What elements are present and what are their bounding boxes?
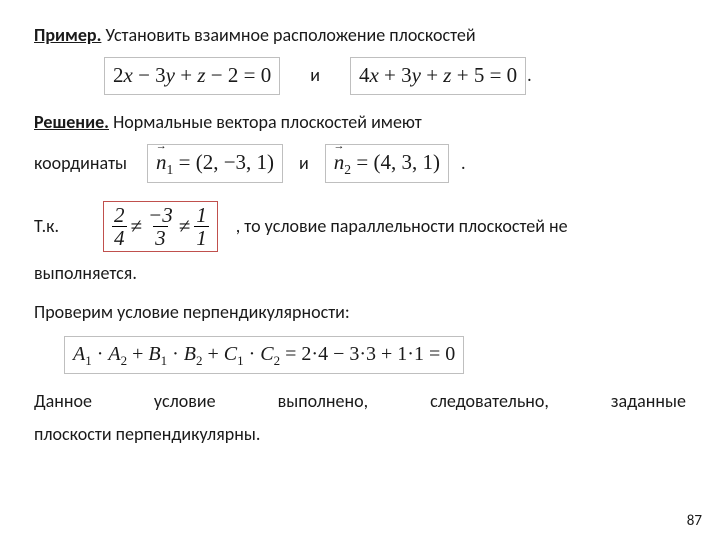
conj-i-1: и (310, 62, 320, 89)
w5: заданные (611, 388, 686, 415)
tk-label: Т.к. (34, 213, 59, 240)
check-perp-label: Проверим условие перпендикулярности: (34, 299, 686, 326)
example-prefix: Пример. (34, 24, 101, 46)
conclusion-row-2: плоскости перпендикулярны. (34, 421, 686, 448)
example-heading: Пример. Установить взаимное расположение… (34, 22, 686, 49)
solution-prefix: Решение. (34, 111, 109, 133)
equation-2: 4x + 3y + z + 5 = 0 (350, 57, 526, 95)
w2: условие (154, 388, 216, 415)
equation-2-wrap: 4x + 3y + z + 5 = 0 . (350, 57, 532, 95)
equation-1: 2x − 3y + z − 2 = 0 (104, 57, 280, 95)
page-number: 87 (687, 510, 702, 533)
cond-text: , то условие параллельности плоскостей н… (236, 213, 568, 240)
vector-n2: →n2 = (4, 3, 1) (325, 144, 449, 184)
solution-heading: Решение. Нормальные вектора плоскостей и… (34, 109, 686, 136)
dot-product-row: A1 · A2 + B1 · B2 + C1 · C2 = 2·4 − 3·3 … (64, 336, 686, 374)
w3: выполнено, (278, 388, 369, 415)
solution-text: Нормальные вектора плоскостей имеют (109, 111, 422, 133)
fraction-inequality: 24 ≠ −33 ≠ 11 (103, 201, 218, 252)
w4: следовательно, (430, 388, 549, 415)
period-1: . (461, 150, 466, 177)
plane-equations: 2x − 3y + z − 2 = 0 и 4x + 3y + z + 5 = … (104, 57, 686, 95)
example-text: Установить взаимное расположение плоскос… (101, 24, 475, 46)
equation-2-tail: . (527, 62, 532, 89)
normal-vectors-row: координаты →n1 = (2, −3, 1) и →n2 = (4, … (34, 144, 686, 184)
w1: Данное (34, 388, 92, 415)
parallel-condition-row: Т.к. 24 ≠ −33 ≠ 11 , то условие параллел… (34, 201, 686, 252)
vector-n1: →n1 = (2, −3, 1) (147, 144, 283, 184)
not-executed: выполняется. (34, 260, 686, 287)
dot-product-eq: A1 · A2 + B1 · B2 + C1 · C2 = 2·4 − 3·3 … (64, 336, 464, 374)
coord-label: координаты (34, 150, 127, 177)
conj-i-2: и (299, 150, 309, 177)
conclusion-row-1: Данное условие выполнено, следовательно,… (34, 388, 686, 415)
